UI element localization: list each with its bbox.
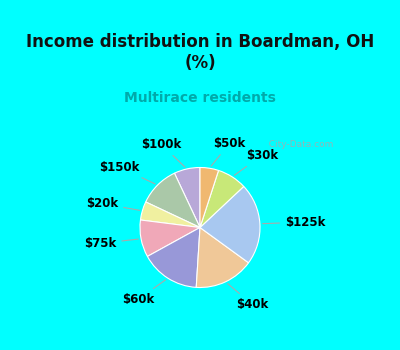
Text: Income distribution in Boardman, OH
(%): Income distribution in Boardman, OH (%): [26, 33, 374, 72]
Wedge shape: [140, 202, 200, 228]
Wedge shape: [174, 168, 200, 228]
Text: $40k: $40k: [228, 284, 268, 311]
Text: Multirace residents: Multirace residents: [124, 91, 276, 105]
Text: $150k: $150k: [99, 161, 155, 184]
Wedge shape: [200, 187, 260, 263]
Text: $20k: $20k: [86, 197, 140, 210]
Wedge shape: [148, 228, 200, 287]
Text: City-Data.com: City-Data.com: [263, 140, 333, 149]
Text: $100k: $100k: [141, 138, 185, 167]
Text: $60k: $60k: [122, 280, 166, 306]
Text: $75k: $75k: [84, 237, 138, 250]
Wedge shape: [200, 168, 218, 228]
Wedge shape: [140, 220, 200, 257]
Wedge shape: [146, 173, 200, 228]
Text: $30k: $30k: [234, 149, 278, 175]
Wedge shape: [196, 228, 248, 287]
Text: $125k: $125k: [263, 216, 326, 229]
Wedge shape: [200, 170, 244, 228]
Text: $50k: $50k: [211, 137, 246, 166]
